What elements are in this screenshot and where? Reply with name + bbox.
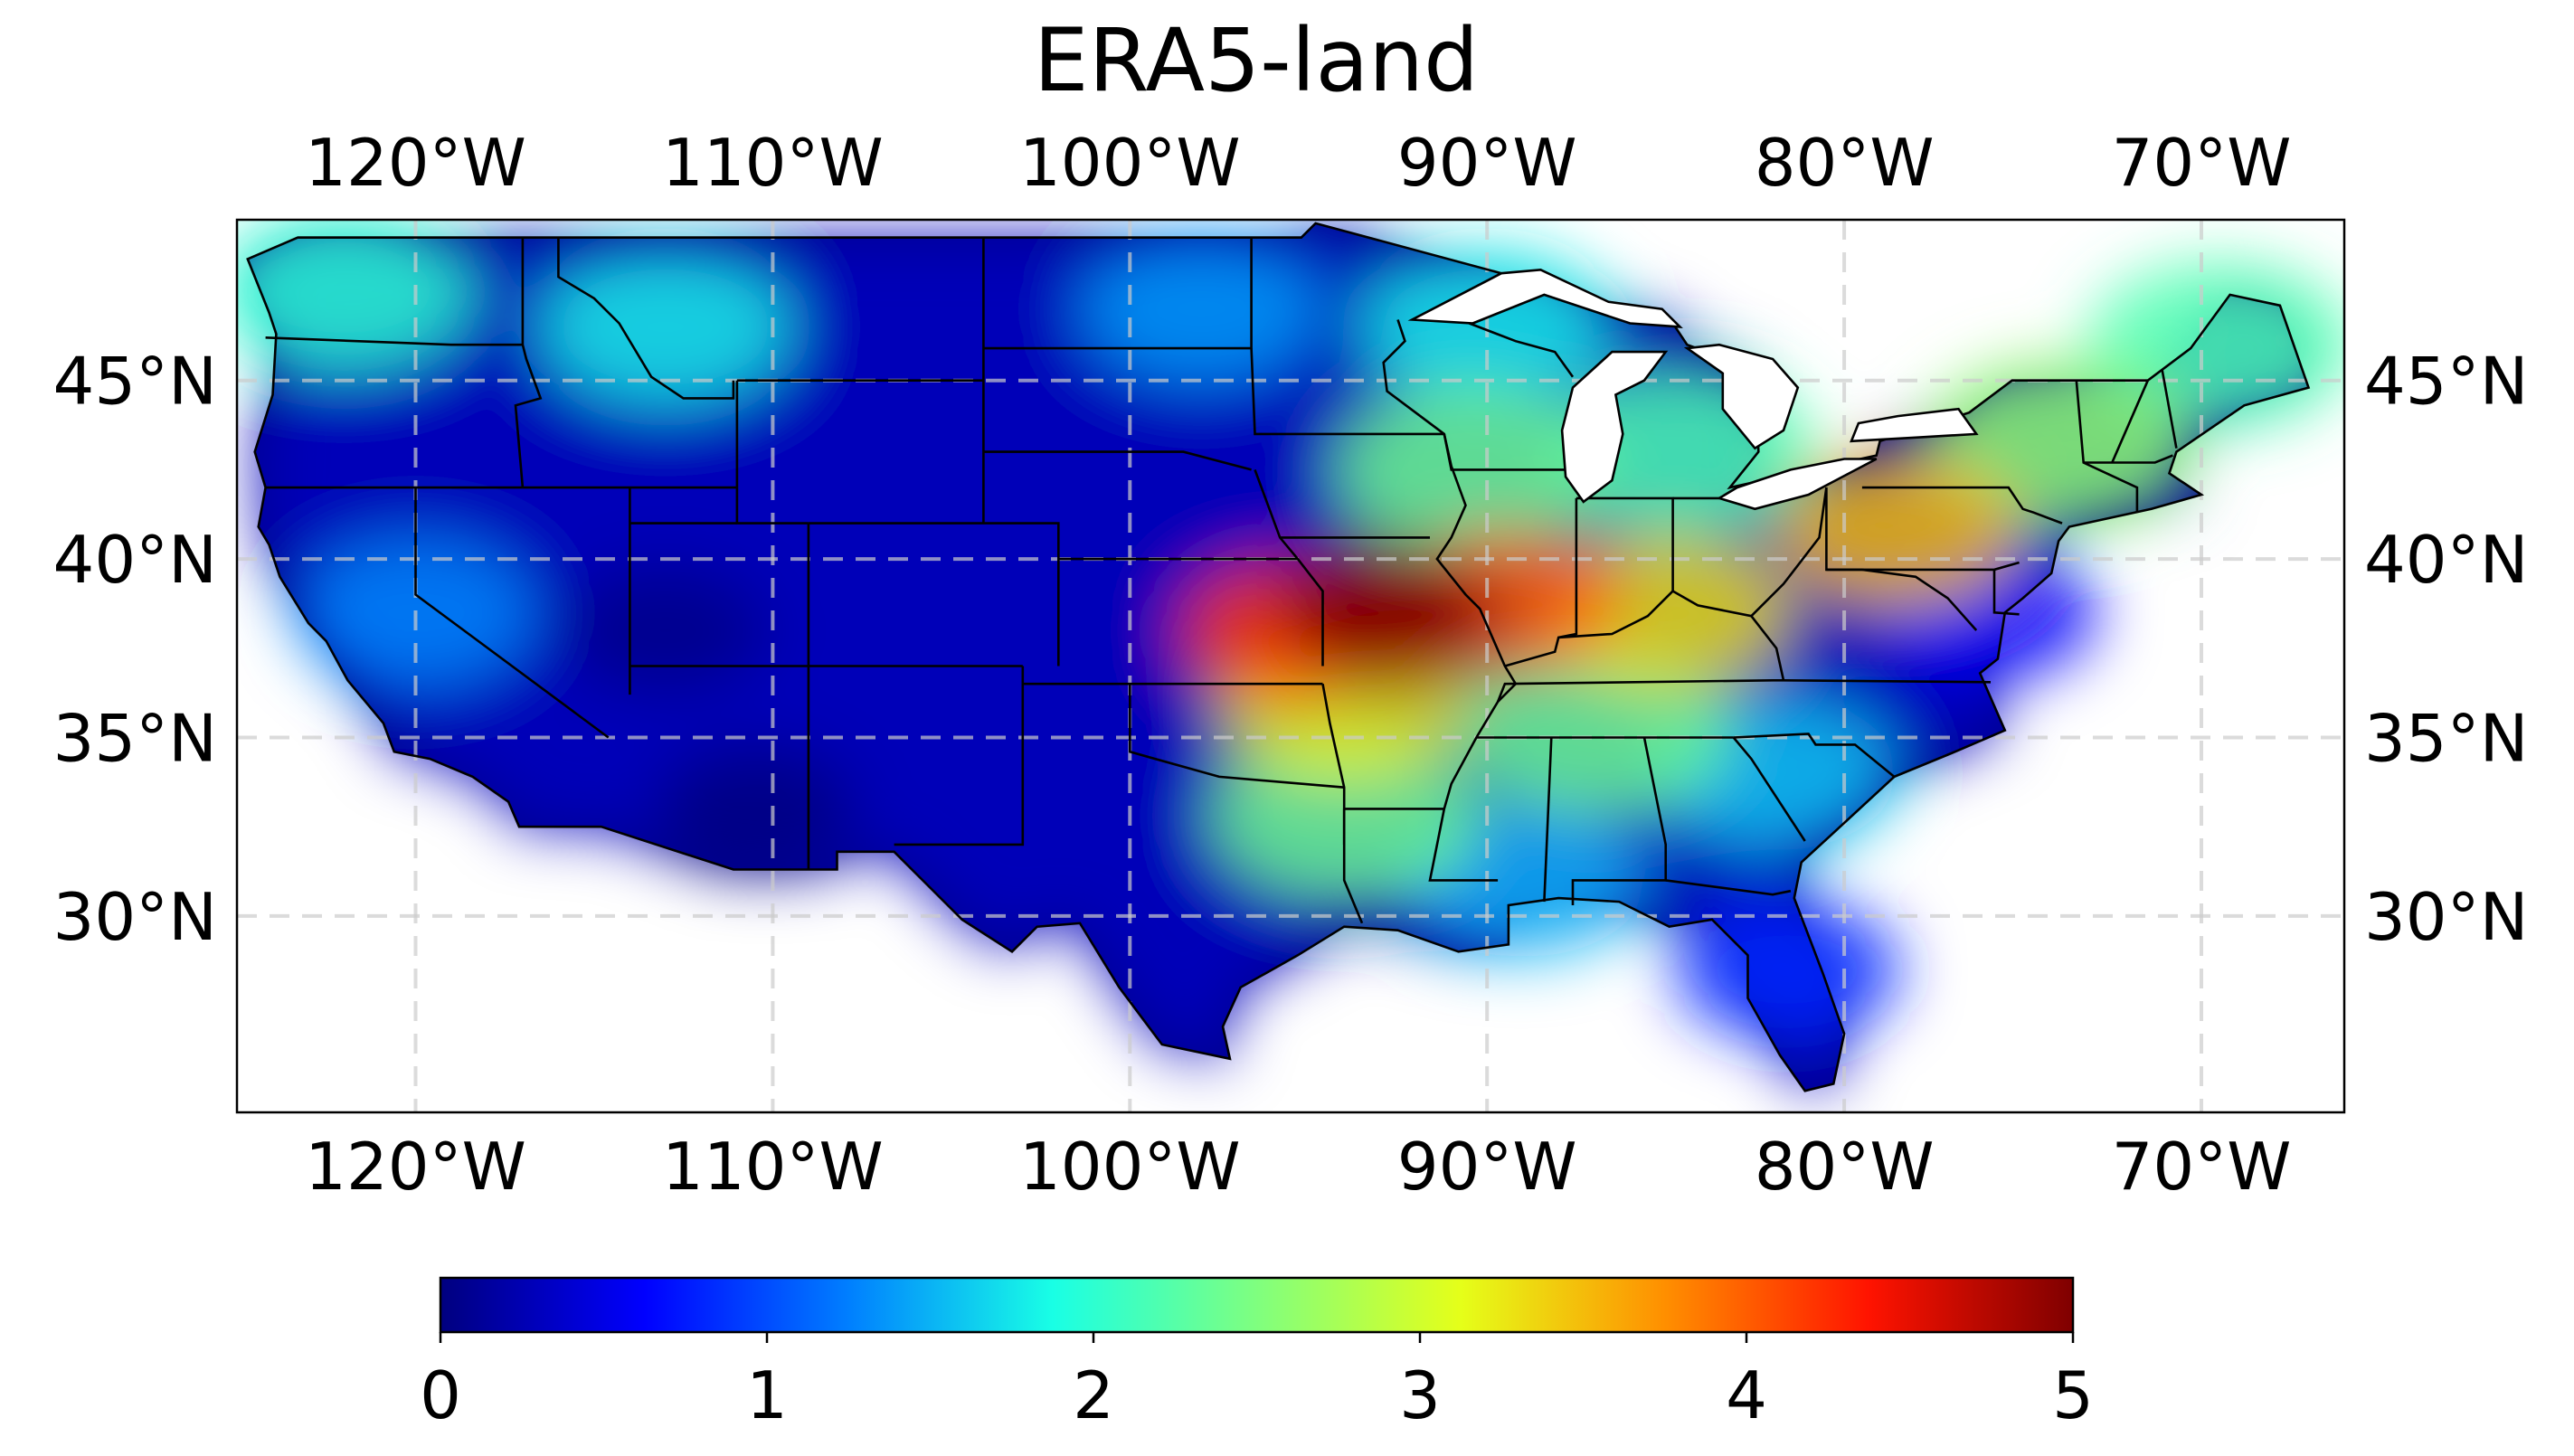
field-feature (1079, 232, 1323, 385)
field-feature (1278, 538, 1481, 666)
border-line (1665, 879, 1792, 896)
great-lake (1716, 458, 1878, 511)
border-line (2083, 454, 2173, 464)
map-frame (235, 218, 2346, 1114)
longitude-label: 70°W (2112, 125, 2292, 201)
longitude-label: 80°W (1755, 125, 1935, 201)
longitude-label: 110°W (662, 125, 884, 201)
colorbar-tick-label: 3 (1399, 1357, 1441, 1433)
longitude-labels-bottom: 120°W 110°W 100°W 90°W 80°W 70°W (305, 1129, 2291, 1205)
colorbar-tick-label: 0 (420, 1357, 461, 1433)
border-line (414, 487, 610, 739)
border-line (265, 336, 523, 346)
latitude-labels-left: 45°N 40°N 35°N 30°N (53, 344, 217, 955)
latitude-label: 30°N (53, 879, 217, 955)
border-line (557, 237, 735, 400)
longitude-label: 110°W (662, 1129, 884, 1205)
longitude-label: 70°W (2112, 1129, 2292, 1205)
field-feature (653, 745, 856, 873)
field-feature (563, 566, 768, 695)
longitude-label: 100°W (1019, 125, 1241, 201)
longitude-label: 80°W (1755, 1129, 1935, 1205)
colorbar-tick-label: 2 (1073, 1357, 1114, 1433)
latitude-label: 40°N (53, 522, 217, 598)
border-line (1992, 569, 2020, 616)
border-line (1129, 684, 1345, 789)
border-line (1254, 468, 1324, 667)
map-title: ERA5-land (1034, 10, 1479, 111)
latitude-label: 40°N (2364, 522, 2528, 598)
colorbar-tick-label: 4 (1726, 1357, 1767, 1433)
great-lake (1850, 407, 1979, 443)
colorbar-gradient (439, 1276, 2075, 1334)
longitude-label: 120°W (305, 1129, 526, 1205)
border-line (1321, 683, 1364, 924)
great-lake (1683, 343, 1800, 450)
latitude-label: 45°N (2364, 344, 2528, 420)
border-line (2075, 380, 2139, 513)
colorbar-tick-label: 1 (746, 1357, 788, 1433)
border-line (2111, 380, 2149, 464)
border-line (1732, 736, 1806, 842)
border-line (1469, 322, 1575, 378)
latitude-labels-right: 45°N 40°N 35°N 30°N (2364, 344, 2528, 955)
border-line (1558, 590, 1674, 639)
border-line (2161, 369, 2178, 449)
longitude-labels-top: 120°W 110°W 100°W 90°W 80°W 70°W (305, 125, 2291, 201)
border-line (1733, 733, 1896, 778)
border-line (1428, 433, 1518, 882)
field-feature (538, 247, 793, 407)
border-line (1250, 237, 1444, 436)
longitude-label: 90°W (1397, 1129, 1577, 1205)
latitude-label: 45°N (53, 344, 217, 420)
great-lake (1560, 350, 1669, 504)
latitude-label: 30°N (2364, 879, 2528, 955)
border-line (1382, 319, 1566, 471)
border-line (1826, 568, 1978, 631)
border-line (894, 666, 1025, 846)
border-line (1861, 486, 2063, 525)
longitude-label: 120°W (305, 125, 526, 201)
colorbar-ticks: 0 1 2 3 4 5 (420, 1332, 2094, 1433)
latitude-label: 35°N (2364, 700, 2528, 776)
border-line (808, 522, 1298, 561)
border-line (1750, 615, 1785, 681)
border-line (514, 237, 543, 488)
longitude-label: 90°W (1397, 125, 1577, 201)
longitude-label: 100°W (1019, 1129, 1241, 1205)
border-line (1496, 678, 1992, 703)
latitude-label: 35°N (53, 700, 217, 776)
field-feature (237, 220, 475, 373)
map-area (235, 218, 2346, 1114)
state-borders (246, 222, 2311, 1092)
border-line (1543, 737, 1553, 903)
coastline (246, 222, 2311, 1092)
border-line (1825, 487, 2020, 572)
great-lake (1407, 268, 1683, 328)
colorbar-tick-label: 5 (2052, 1357, 2094, 1433)
border-line (983, 450, 1252, 471)
colorbar: 0 1 2 3 4 5 (420, 1276, 2094, 1433)
